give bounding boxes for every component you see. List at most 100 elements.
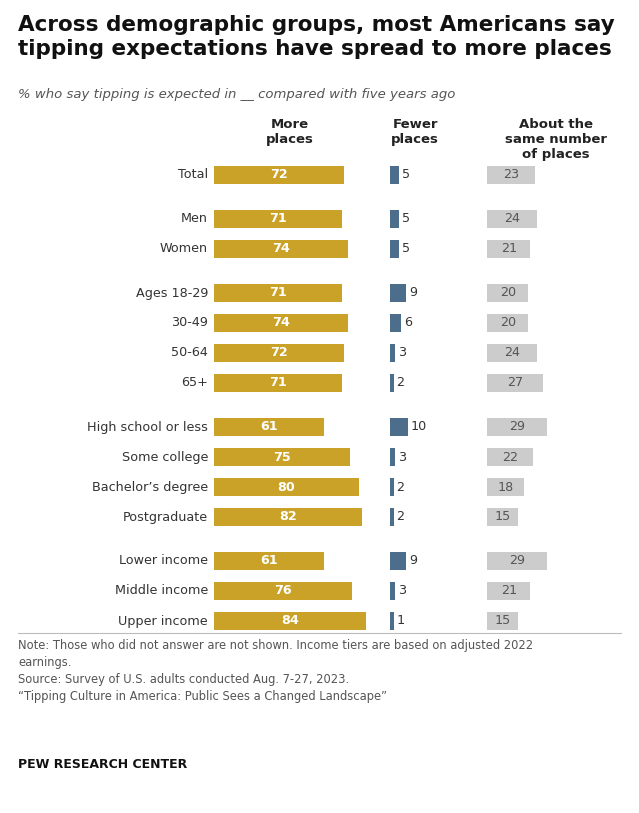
Bar xyxy=(487,284,528,302)
Bar xyxy=(390,166,399,185)
Bar xyxy=(390,210,399,228)
Text: Total: Total xyxy=(178,168,208,181)
Text: 27: 27 xyxy=(507,376,523,389)
Text: 1: 1 xyxy=(397,615,404,628)
Text: 75: 75 xyxy=(273,450,291,463)
Text: 2: 2 xyxy=(397,376,404,389)
Bar xyxy=(214,611,366,630)
Bar xyxy=(390,418,408,437)
Text: 5: 5 xyxy=(402,168,410,181)
Text: 71: 71 xyxy=(270,376,287,389)
Text: 30-49: 30-49 xyxy=(171,316,208,329)
Bar xyxy=(487,478,524,496)
Bar xyxy=(214,418,325,437)
Bar xyxy=(214,478,358,496)
Text: Postgraduate: Postgraduate xyxy=(123,511,208,524)
Text: % who say tipping is expected in __ compared with five years ago: % who say tipping is expected in __ comp… xyxy=(18,88,456,101)
Bar xyxy=(390,344,396,363)
Text: Women: Women xyxy=(160,242,208,255)
Text: 3: 3 xyxy=(398,585,406,598)
Text: Across demographic groups, most Americans say
tipping expectations have spread t: Across demographic groups, most American… xyxy=(18,15,615,59)
Text: 29: 29 xyxy=(509,420,525,433)
Bar xyxy=(487,611,518,630)
Bar xyxy=(487,314,528,333)
Text: Men: Men xyxy=(181,212,208,225)
Text: 21: 21 xyxy=(501,242,517,255)
Text: 18: 18 xyxy=(498,480,514,493)
Text: Ages 18-29: Ages 18-29 xyxy=(135,286,208,299)
Bar xyxy=(487,166,535,185)
Text: Some college: Some college xyxy=(121,450,208,463)
Text: More
places: More places xyxy=(266,118,314,146)
Text: 22: 22 xyxy=(502,450,518,463)
Text: 24: 24 xyxy=(504,212,520,225)
Bar xyxy=(390,552,406,570)
Text: 9: 9 xyxy=(409,554,417,567)
Text: 20: 20 xyxy=(500,316,516,329)
Text: 5: 5 xyxy=(402,242,410,255)
Bar xyxy=(214,507,362,526)
Bar xyxy=(487,552,547,570)
Bar xyxy=(487,344,537,363)
Text: 29: 29 xyxy=(509,554,525,567)
Bar xyxy=(214,240,348,259)
Bar xyxy=(487,418,547,437)
Bar xyxy=(390,284,406,302)
Bar xyxy=(487,210,537,228)
Text: 71: 71 xyxy=(270,212,287,225)
Bar xyxy=(214,581,351,600)
Text: 65+: 65+ xyxy=(181,376,208,389)
Text: 24: 24 xyxy=(504,346,520,359)
Text: 2: 2 xyxy=(397,480,404,493)
Text: 72: 72 xyxy=(270,346,288,359)
Text: 15: 15 xyxy=(495,511,511,524)
Bar xyxy=(390,374,394,393)
Bar xyxy=(214,284,343,302)
Text: 61: 61 xyxy=(260,420,278,433)
Bar xyxy=(214,166,344,185)
Text: 2: 2 xyxy=(397,511,404,524)
Text: 74: 74 xyxy=(272,242,290,255)
Text: Middle income: Middle income xyxy=(115,585,208,598)
Bar xyxy=(487,240,530,259)
Text: Note: Those who did not answer are not shown. Income tiers are based on adjusted: Note: Those who did not answer are not s… xyxy=(18,639,533,703)
Text: 80: 80 xyxy=(277,480,295,493)
Text: 82: 82 xyxy=(279,511,297,524)
Bar xyxy=(214,314,348,333)
Bar xyxy=(390,240,399,259)
Text: 23: 23 xyxy=(503,168,519,181)
Text: Fewer
places: Fewer places xyxy=(391,118,439,146)
Text: Lower income: Lower income xyxy=(119,554,208,567)
Bar xyxy=(214,552,325,570)
Bar xyxy=(487,507,518,526)
Text: 72: 72 xyxy=(270,168,288,181)
Text: 6: 6 xyxy=(404,316,412,329)
Bar xyxy=(390,314,401,333)
Bar xyxy=(487,374,543,393)
Text: 5: 5 xyxy=(402,212,410,225)
Text: 74: 74 xyxy=(272,316,290,329)
Text: 3: 3 xyxy=(398,346,406,359)
Text: 3: 3 xyxy=(398,450,406,463)
Text: 9: 9 xyxy=(409,286,417,299)
Text: 61: 61 xyxy=(260,554,278,567)
Text: 84: 84 xyxy=(281,615,299,628)
Text: 21: 21 xyxy=(501,585,517,598)
Text: Bachelor’s degree: Bachelor’s degree xyxy=(92,480,208,493)
Bar xyxy=(487,581,530,600)
Bar xyxy=(487,448,532,467)
Bar xyxy=(390,478,394,496)
Bar xyxy=(390,611,394,630)
Bar xyxy=(214,448,350,467)
Bar xyxy=(214,374,343,393)
Text: High school or less: High school or less xyxy=(87,420,208,433)
Bar xyxy=(214,210,343,228)
Bar xyxy=(214,344,344,363)
Bar xyxy=(390,581,396,600)
Text: 71: 71 xyxy=(270,286,287,299)
Text: 20: 20 xyxy=(500,286,516,299)
Text: Upper income: Upper income xyxy=(118,615,208,628)
Text: 76: 76 xyxy=(274,585,291,598)
Text: 10: 10 xyxy=(411,420,427,433)
Text: PEW RESEARCH CENTER: PEW RESEARCH CENTER xyxy=(18,758,187,771)
